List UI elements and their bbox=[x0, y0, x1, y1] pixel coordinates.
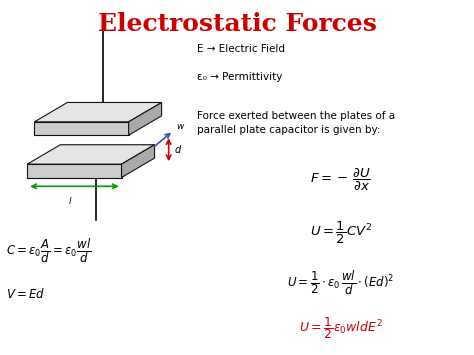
Text: $U = \dfrac{1}{2}CV^2$: $U = \dfrac{1}{2}CV^2$ bbox=[310, 220, 372, 246]
Text: $C = \varepsilon_0\dfrac{A}{d} = \varepsilon_0\dfrac{wl}{d}$: $C = \varepsilon_0\dfrac{A}{d} = \vareps… bbox=[6, 237, 91, 265]
Polygon shape bbox=[128, 103, 162, 135]
Text: w: w bbox=[176, 122, 183, 131]
Text: $F = -\,\dfrac{\partial U}{\partial x}$: $F = -\,\dfrac{\partial U}{\partial x}$ bbox=[310, 167, 371, 193]
Text: $V = Ed$: $V = Ed$ bbox=[6, 287, 46, 301]
Text: $U = \dfrac{1}{2}\varepsilon_0 wldE^2$: $U = \dfrac{1}{2}\varepsilon_0 wldE^2$ bbox=[299, 315, 383, 341]
Polygon shape bbox=[35, 122, 128, 135]
Text: ε₀ → Permittivity: ε₀ → Permittivity bbox=[197, 72, 283, 82]
Text: Electrostatic Forces: Electrostatic Forces bbox=[98, 12, 376, 36]
Polygon shape bbox=[27, 164, 121, 178]
Polygon shape bbox=[27, 145, 155, 164]
Text: d: d bbox=[174, 145, 181, 155]
Text: l: l bbox=[68, 197, 71, 206]
Text: Force exerted between the plates of a
parallel plate capacitor is given by:: Force exerted between the plates of a pa… bbox=[197, 110, 395, 135]
Text: E → Electric Field: E → Electric Field bbox=[197, 44, 285, 54]
Polygon shape bbox=[121, 145, 155, 178]
Text: $U = \dfrac{1}{2}\cdot\varepsilon_0\,\dfrac{wl}{d}\cdot(Ed)^2$: $U = \dfrac{1}{2}\cdot\varepsilon_0\,\df… bbox=[287, 269, 394, 297]
Polygon shape bbox=[35, 103, 162, 122]
